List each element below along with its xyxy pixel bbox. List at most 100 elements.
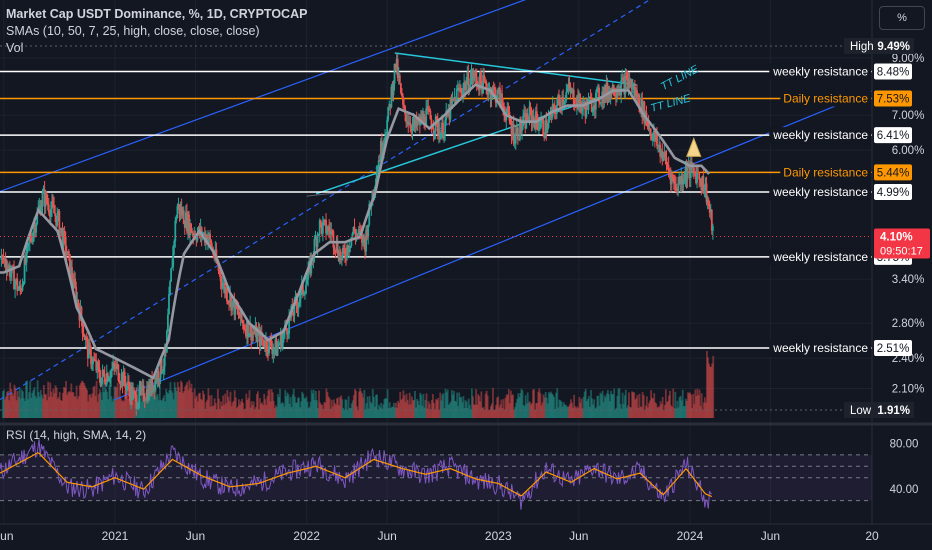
- time-axis-tick: 2023: [485, 529, 512, 543]
- candle-body: [95, 360, 98, 371]
- candle-body: [486, 88, 489, 95]
- candle-body: [456, 87, 459, 90]
- candle-body: [223, 282, 226, 294]
- level-label-bg: [780, 164, 872, 181]
- volume-bar: [124, 390, 126, 418]
- candle-body: [71, 267, 73, 281]
- volume-bar: [597, 395, 600, 418]
- candle-body: [647, 123, 650, 129]
- candle-body: [281, 335, 284, 348]
- candle-body: [38, 205, 41, 209]
- volume-bar: [186, 381, 189, 418]
- volume-bar: [223, 404, 226, 418]
- percent-scale-button[interactable]: %: [879, 6, 925, 30]
- volume-bar: [539, 393, 542, 418]
- candle-body: [387, 107, 390, 120]
- volume-bar: [145, 391, 148, 418]
- candle-body: [408, 122, 411, 125]
- time-axis-tick: 2021: [102, 529, 129, 543]
- candle-body: [638, 94, 640, 109]
- volume-bar: [379, 407, 382, 418]
- volume-bar: [710, 366, 713, 418]
- candle-body: [315, 238, 318, 247]
- candle-body: [317, 234, 320, 236]
- candle-body: [571, 89, 574, 91]
- volume-bar: [149, 392, 152, 418]
- volume-bar: [538, 388, 541, 418]
- volume-bar: [67, 392, 70, 418]
- volume-bar: [285, 396, 288, 418]
- candle-body: [242, 323, 245, 330]
- candle-body: [557, 96, 559, 105]
- level-label-bg: [769, 183, 872, 200]
- volume-bar: [4, 399, 6, 418]
- volume-bar: [487, 409, 490, 418]
- candle-body: [328, 226, 331, 231]
- volume-bar: [207, 388, 210, 418]
- volume-bar: [625, 407, 628, 418]
- volume-bar: [102, 380, 104, 418]
- volume-bar: [547, 392, 550, 418]
- volume-bar: [698, 389, 701, 418]
- candle-body: [532, 115, 535, 121]
- volume-bar: [661, 396, 664, 418]
- level-price-tag: 8.48%: [877, 67, 910, 79]
- volume-bar: [577, 407, 580, 418]
- volume-bar: [292, 388, 295, 418]
- volume-bar: [401, 398, 404, 418]
- volume-bar: [83, 383, 85, 418]
- candle-body: [92, 358, 94, 364]
- volume-bar: [444, 388, 447, 418]
- candles: [0, 52, 714, 416]
- volume-bar: [279, 388, 281, 418]
- candle-body: [606, 82, 609, 98]
- candle-body: [461, 92, 463, 96]
- volume-bar: [226, 390, 229, 418]
- candle-body: [316, 234, 319, 247]
- volume-bar: [8, 400, 11, 418]
- volume-bar: [616, 395, 619, 418]
- candle-body: [339, 251, 342, 260]
- candle-body: [335, 241, 338, 251]
- candle-body: [651, 135, 654, 141]
- candle-body: [368, 203, 371, 225]
- candle-body: [248, 333, 250, 338]
- price-axis-tick: 2.40%: [892, 353, 925, 365]
- candle-body: [501, 93, 503, 104]
- candle-body: [520, 119, 522, 131]
- candle-body: [388, 104, 391, 108]
- candle-body: [614, 95, 617, 98]
- candle-body: [347, 245, 350, 252]
- volume-bar: [293, 396, 296, 418]
- candle-body: [533, 120, 536, 129]
- candle-body: [126, 381, 129, 386]
- candle-body: [659, 144, 662, 157]
- candle-body: [32, 232, 34, 242]
- volume-bar: [652, 398, 655, 418]
- candle-body: [174, 220, 177, 241]
- volume-bar: [253, 409, 256, 418]
- candle-body: [466, 72, 469, 83]
- candle-body: [149, 384, 151, 394]
- candle-body: [39, 205, 42, 215]
- candle-body: [480, 71, 482, 83]
- volume-bar: [329, 408, 332, 418]
- rsi-pane: [0, 439, 872, 510]
- candle-body: [358, 229, 361, 232]
- candle-body: [299, 288, 302, 299]
- candle-body: [52, 201, 54, 206]
- candle-body: [588, 96, 591, 99]
- candle-body: [51, 201, 53, 209]
- candle-body: [540, 120, 542, 128]
- volume-bar: [696, 388, 699, 418]
- resistance-levels: weekly resistance Daily resistance weekly …: [0, 63, 872, 356]
- level-label: weekly resistance: [772, 65, 868, 79]
- price-axis-tick: 2.10%: [892, 383, 925, 395]
- volume-bar: [66, 394, 69, 418]
- volume-bar: [639, 406, 642, 418]
- volume-bar: [34, 395, 37, 418]
- volume-bar: [288, 403, 291, 418]
- volume-bar: [384, 398, 387, 418]
- candle-body: [161, 371, 164, 373]
